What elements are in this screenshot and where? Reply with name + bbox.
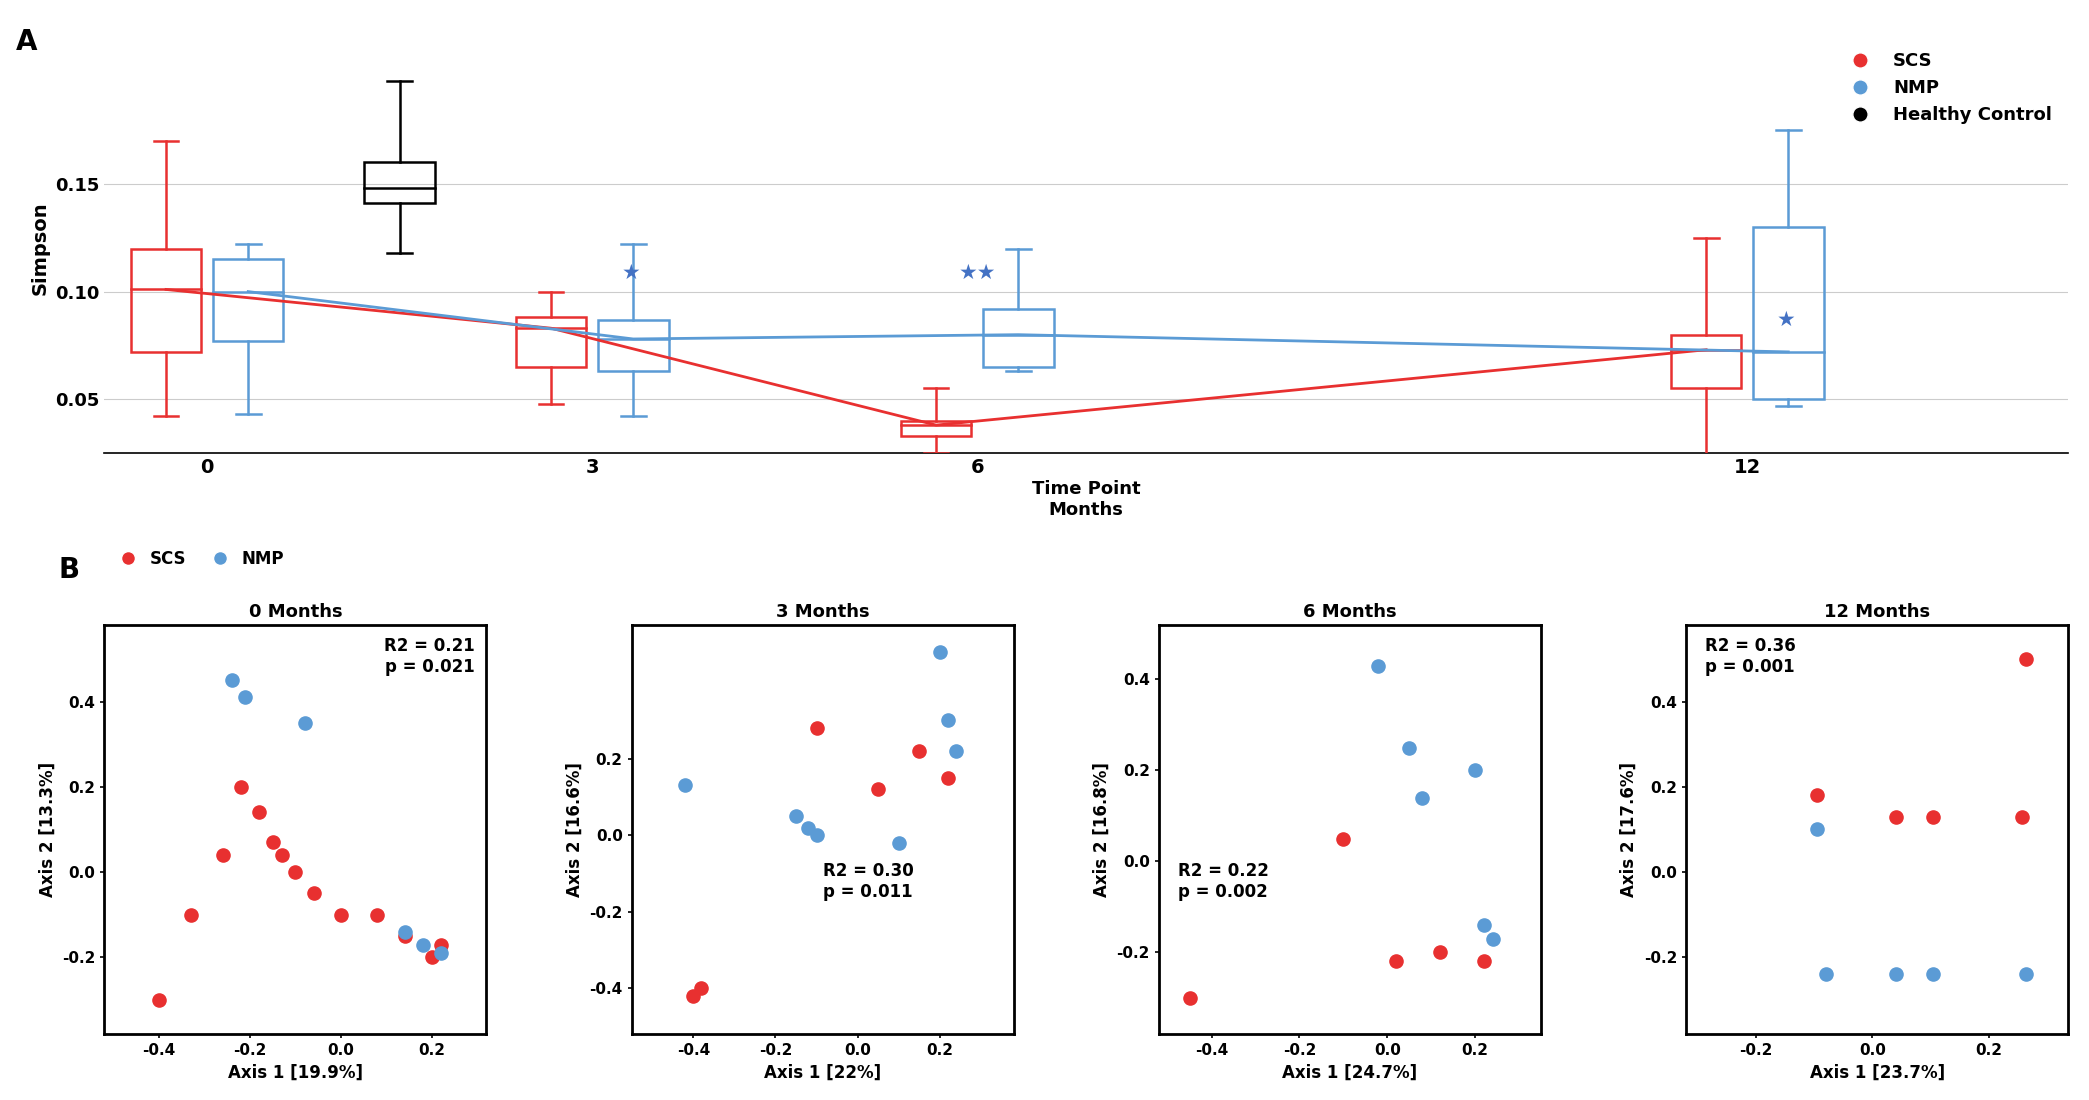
- Point: [940, 742, 973, 760]
- Point: [416, 948, 449, 966]
- Y-axis label: Axis 2 [16.6%]: Axis 2 [16.6%]: [566, 762, 583, 896]
- Point: [265, 846, 299, 864]
- Point: [1801, 821, 1834, 838]
- Point: [1801, 786, 1834, 804]
- Point: [2010, 650, 2043, 668]
- Text: ★★: ★★: [959, 263, 996, 283]
- Point: [257, 834, 290, 851]
- Point: [1809, 966, 1842, 983]
- Point: [932, 712, 965, 729]
- Point: [1916, 966, 1949, 983]
- Point: [1477, 930, 1510, 947]
- Point: [297, 884, 330, 902]
- Text: R2 = 0.36
p = 0.001: R2 = 0.36 p = 0.001: [1705, 637, 1797, 676]
- Point: [932, 769, 965, 786]
- Point: [1878, 966, 1911, 983]
- Bar: [1671, 334, 1742, 388]
- Point: [861, 781, 894, 799]
- Point: [902, 742, 936, 760]
- Point: [1172, 989, 1205, 1006]
- Point: [1458, 761, 1492, 779]
- Point: [1916, 807, 1949, 825]
- Point: [389, 923, 422, 940]
- Point: [207, 846, 240, 864]
- Title: 3 Months: 3 Months: [775, 603, 869, 620]
- Point: [1423, 944, 1456, 961]
- Point: [882, 834, 915, 851]
- X-axis label: Axis 1 [19.9%]: Axis 1 [19.9%]: [228, 1064, 363, 1081]
- Point: [1327, 829, 1360, 847]
- Point: [242, 804, 276, 822]
- Bar: [900, 421, 971, 436]
- Point: [668, 777, 702, 794]
- Point: [1406, 789, 1439, 806]
- Title: 6 Months: 6 Months: [1304, 603, 1398, 620]
- Point: [142, 991, 175, 1009]
- Point: [2010, 966, 2043, 983]
- Bar: [1753, 227, 1824, 399]
- Point: [792, 818, 825, 836]
- Point: [1362, 657, 1395, 674]
- Point: [215, 671, 249, 689]
- Point: [389, 927, 422, 945]
- Point: [424, 936, 457, 954]
- X-axis label: Axis 1 [23.7%]: Axis 1 [23.7%]: [1809, 1064, 1945, 1081]
- Bar: [213, 260, 284, 341]
- Point: [800, 719, 834, 737]
- Bar: [516, 318, 587, 367]
- X-axis label: Time Point
Months: Time Point Months: [1032, 480, 1141, 518]
- Legend: SCS, NMP: SCS, NMP: [104, 543, 290, 574]
- Point: [1878, 807, 1911, 825]
- X-axis label: Axis 1 [22%]: Axis 1 [22%]: [765, 1064, 882, 1081]
- Text: R2 = 0.21
p = 0.021: R2 = 0.21 p = 0.021: [384, 637, 474, 676]
- Legend: SCS, NMP, Healthy Control: SCS, NMP, Healthy Control: [1836, 45, 2060, 131]
- Title: 12 Months: 12 Months: [1824, 603, 1930, 620]
- Text: R2 = 0.30
p = 0.011: R2 = 0.30 p = 0.011: [823, 862, 913, 901]
- X-axis label: Axis 1 [24.7%]: Axis 1 [24.7%]: [1283, 1064, 1418, 1081]
- Point: [288, 714, 322, 732]
- Point: [361, 906, 395, 924]
- Point: [779, 807, 813, 825]
- Point: [424, 944, 457, 961]
- Point: [405, 936, 439, 954]
- Y-axis label: Simpson: Simpson: [31, 201, 50, 296]
- Title: 0 Months: 0 Months: [249, 603, 343, 620]
- Text: B: B: [58, 556, 79, 583]
- Point: [278, 864, 311, 881]
- Bar: [984, 309, 1053, 367]
- Point: [324, 906, 357, 924]
- Bar: [597, 320, 668, 372]
- Point: [224, 778, 257, 795]
- Bar: [363, 163, 435, 204]
- Text: ★: ★: [1776, 310, 1794, 330]
- Y-axis label: Axis 2 [16.8%]: Axis 2 [16.8%]: [1093, 762, 1111, 896]
- Point: [677, 987, 710, 1004]
- Point: [800, 826, 834, 844]
- Text: A: A: [17, 28, 38, 56]
- Y-axis label: Axis 2 [13.3%]: Axis 2 [13.3%]: [38, 762, 56, 896]
- Text: R2 = 0.22
p = 0.002: R2 = 0.22 p = 0.002: [1178, 862, 1268, 901]
- Point: [228, 689, 261, 706]
- Point: [1393, 739, 1427, 757]
- Y-axis label: Axis 2 [17.6%]: Axis 2 [17.6%]: [1621, 762, 1638, 896]
- Point: [1379, 953, 1412, 970]
- Bar: [132, 249, 201, 352]
- Point: [173, 906, 207, 924]
- Point: [2005, 807, 2039, 825]
- Point: [685, 979, 719, 997]
- Point: [1466, 916, 1500, 934]
- Point: [923, 642, 957, 660]
- Text: ★: ★: [620, 263, 639, 283]
- Point: [1466, 953, 1500, 970]
